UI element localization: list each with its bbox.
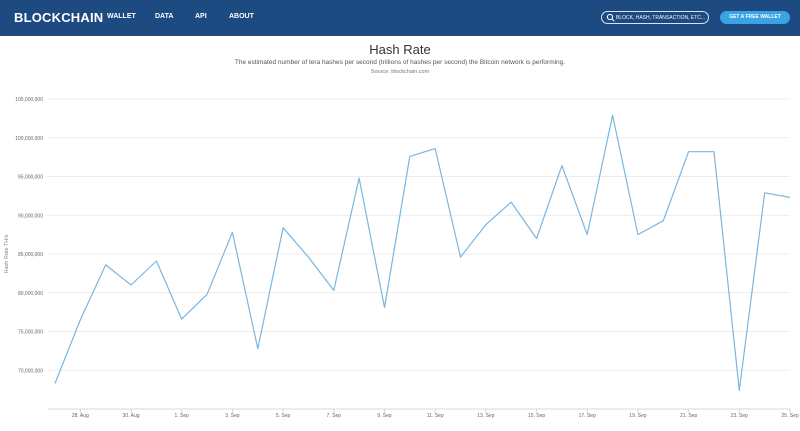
search-input[interactable] [616, 12, 708, 23]
page-subtitle: The estimated number of tera hashes per … [234, 59, 566, 66]
x-tick-label: 1. Sep [174, 413, 189, 419]
y-tick-label: 100,000,000 [15, 136, 43, 142]
x-tick-label: 3. Sep [225, 413, 240, 419]
get-free-wallet-button[interactable]: GET A FREE WALLET [720, 11, 790, 24]
search-box[interactable] [601, 11, 709, 24]
y-axis-label: Hash Rate TH/s [4, 234, 10, 273]
y-tick-label: 105,000,000 [15, 97, 43, 103]
y-tick-label: 85,000,000 [18, 252, 43, 258]
chart-series [54, 114, 791, 391]
y-tick-label: 75,000,000 [18, 330, 43, 336]
x-tick-label: 17. Sep [579, 413, 596, 419]
y-tick-label: 70,000,000 [18, 368, 43, 374]
blockchain-logo[interactable]: BLOCKCHAIN [14, 10, 104, 25]
nav-data[interactable]: DATA [155, 13, 174, 20]
nav-wallet[interactable]: WALLET [107, 13, 136, 20]
x-tick-label: 23. Sep [731, 413, 748, 419]
x-tick-label: 7. Sep [327, 413, 342, 419]
page-title: Hash Rate [369, 42, 431, 57]
x-tick-label: 19. Sep [629, 413, 646, 419]
search-icon [606, 13, 615, 22]
x-tick-label: 13. Sep [477, 413, 494, 419]
x-axis-ticks: 28. Aug 30. Aug 1. Sep 3. Sep 5. Sep 7. Sep 9.… [72, 409, 799, 419]
x-tick-label: 28. Aug [72, 413, 89, 419]
y-axis-ticks: 70,000,000 75,000,000 80,000,000 85,000,000… [15, 97, 43, 374]
y-tick-label: 90,000,000 [18, 213, 43, 219]
hash-rate-line [54, 114, 791, 391]
page-source: Source: blockchain.com [370, 69, 430, 75]
nav-api[interactable]: API [195, 13, 207, 20]
x-tick-label: 11. Sep [427, 413, 444, 419]
nav-about[interactable]: ABOUT [229, 13, 254, 20]
y-tick-label: 95,000,000 [18, 175, 43, 181]
y-tick-label: 80,000,000 [18, 291, 43, 297]
x-tick-label: 15. Sep [528, 413, 545, 419]
top-navigation-bar: BLOCKCHAIN WALLET DATA API ABOUT GET A F… [0, 0, 800, 36]
x-tick-label: 5. Sep [276, 413, 291, 419]
chart-gridlines [48, 98, 790, 410]
x-tick-label: 9. Sep [377, 413, 392, 419]
x-tick-label: 30. Aug [123, 413, 140, 419]
x-tick-label: 21. Sep [680, 413, 697, 419]
x-tick-label: 25. Sep [781, 413, 798, 419]
